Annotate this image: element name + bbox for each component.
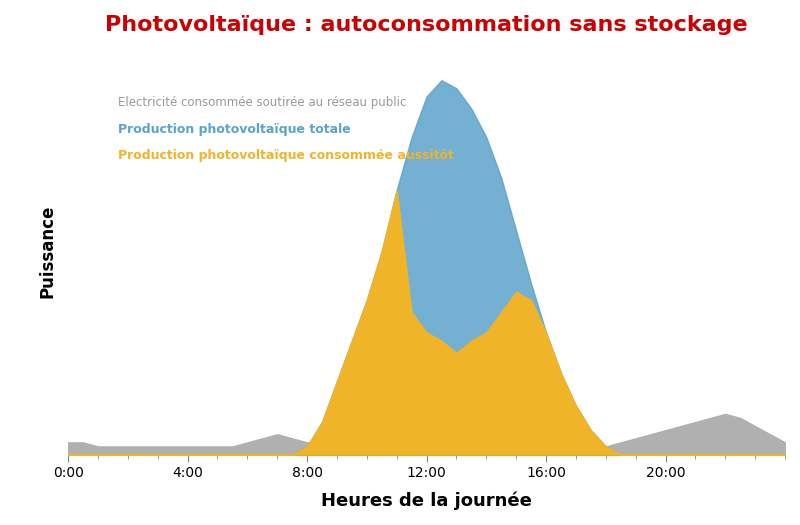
Text: Production photovoltaïque totale: Production photovoltaïque totale <box>118 123 351 136</box>
Text: Production photovoltaïque consommée aussitôt: Production photovoltaïque consommée auss… <box>118 150 454 162</box>
Title: Photovoltaïque : autoconsommation sans stockage: Photovoltaïque : autoconsommation sans s… <box>106 15 748 35</box>
Y-axis label: Puissance: Puissance <box>39 204 57 298</box>
X-axis label: Heures de la journée: Heures de la journée <box>321 491 532 510</box>
Text: Electricité consommée soutirée au réseau public: Electricité consommée soutirée au réseau… <box>118 97 406 110</box>
